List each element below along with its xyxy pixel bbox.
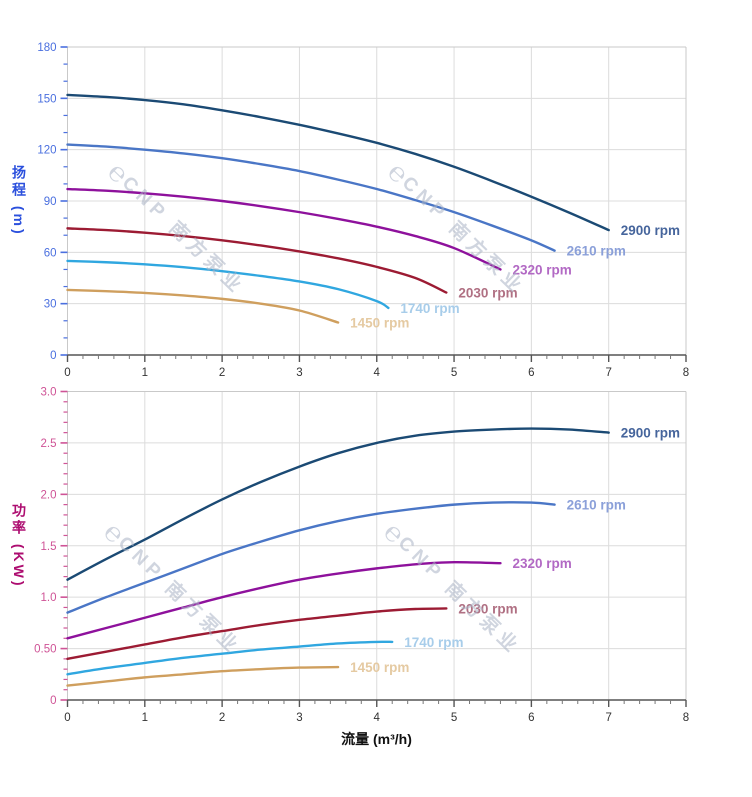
curve-label-1740-rpm: 1740 rpm (400, 301, 459, 316)
y-axis-tick-label: 1.0 (41, 592, 57, 604)
flow-axis-title: 流量 (m³/h) (341, 731, 412, 747)
curve-2320-rpm (66, 187, 502, 271)
y-axis-tick-label: 0 (50, 695, 56, 707)
curve-1740-rpm (66, 640, 394, 676)
curve-label-2030-rpm: 2030 rpm (458, 286, 517, 301)
curve-2320-rpm (66, 560, 502, 640)
y-axis-tick-label: 120 (37, 145, 56, 157)
x-axis-tick-label: 1 (142, 712, 148, 724)
x-axis-tick-label: 7 (605, 712, 611, 724)
y-axis-tick-label: 150 (37, 93, 56, 105)
curve-label-1450-rpm: 1450 rpm (350, 315, 409, 330)
power-axis-title: 功率 (KW) (11, 502, 27, 589)
curve-1740-rpm (66, 259, 390, 310)
y-axis-tick-label: 30 (44, 299, 57, 311)
x-axis-tick-label: 6 (528, 712, 534, 724)
curve-2900-rpm (66, 93, 610, 232)
curve-label-2030-rpm: 2030 rpm (458, 601, 517, 616)
x-axis-tick-label: 3 (296, 367, 302, 379)
x-axis-tick-label: 7 (605, 367, 611, 379)
curve-1450-rpm (66, 665, 340, 687)
x-axis-tick-label: 2 (219, 712, 225, 724)
curve-label-2610-rpm: 2610 rpm (567, 498, 626, 513)
curve-label-1450-rpm: 1450 rpm (350, 660, 409, 675)
y-axis-tick-label: 0.50 (34, 644, 56, 656)
curve-2030-rpm (66, 227, 448, 294)
y-axis-tick-label: 180 (37, 42, 56, 54)
x-axis-tick-label: 4 (374, 712, 381, 724)
x-axis-tick-label: 5 (451, 712, 457, 724)
curve-1450-rpm (66, 288, 340, 324)
x-axis-tick-label: 1 (142, 367, 148, 379)
x-axis-tick-label: 0 (64, 712, 70, 724)
curve-label-2900-rpm: 2900 rpm (621, 223, 680, 238)
x-axis-tick-label: 0 (64, 367, 70, 379)
y-axis-tick-label: 90 (44, 196, 57, 208)
x-axis-tick-label: 2 (219, 367, 225, 379)
y-axis-tick-label: 60 (44, 247, 57, 259)
curve-label-2610-rpm: 2610 rpm (567, 244, 626, 259)
y-axis-tick-label: 0 (50, 350, 56, 362)
head-axis-title: 扬程 (m) (11, 165, 27, 237)
x-axis-tick-label: 6 (528, 367, 534, 379)
curve-2610-rpm (66, 143, 556, 252)
curve-2900-rpm (66, 427, 610, 581)
x-axis-tick-label: 4 (374, 367, 381, 379)
curve-label-2320-rpm: 2320 rpm (512, 262, 571, 277)
y-axis-tick-label: 1.5 (41, 541, 57, 553)
y-axis-tick-label: 3.0 (41, 387, 57, 399)
curve-label-2320-rpm: 2320 rpm (512, 556, 571, 571)
curve-2610-rpm (66, 501, 556, 614)
x-axis-tick-label: 8 (683, 367, 689, 379)
curve-2030-rpm (66, 607, 448, 661)
x-axis-tick-label: 5 (451, 367, 457, 379)
curve-label-2900-rpm: 2900 rpm (621, 426, 680, 441)
y-axis-tick-label: 2.0 (41, 489, 57, 501)
y-axis-tick-label: 2.5 (41, 438, 57, 450)
x-axis-tick-label: 8 (683, 712, 689, 724)
curve-label-1740-rpm: 1740 rpm (404, 635, 463, 650)
x-axis-tick-label: 3 (296, 712, 302, 724)
